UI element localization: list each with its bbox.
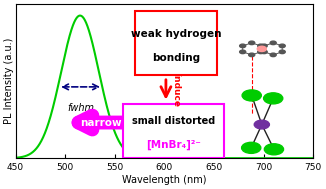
Text: narrow: narrow (81, 118, 122, 128)
Text: bonding: bonding (152, 53, 200, 63)
Circle shape (242, 90, 261, 101)
FancyBboxPatch shape (135, 11, 217, 75)
Text: induce: induce (171, 73, 180, 107)
Circle shape (270, 41, 276, 45)
Circle shape (264, 93, 283, 104)
Circle shape (258, 44, 264, 48)
Circle shape (261, 50, 267, 54)
Circle shape (240, 50, 246, 54)
Circle shape (261, 44, 267, 48)
Text: [MnBr₄]²⁻: [MnBr₄]²⁻ (146, 139, 201, 150)
X-axis label: Wavelength (nm): Wavelength (nm) (122, 175, 207, 185)
Circle shape (264, 144, 284, 155)
Text: fwhm: fwhm (67, 103, 94, 113)
Text: weak hydrogen: weak hydrogen (130, 29, 221, 39)
Circle shape (258, 50, 264, 54)
FancyBboxPatch shape (123, 104, 224, 158)
Circle shape (279, 50, 285, 54)
Circle shape (240, 44, 246, 48)
Circle shape (249, 53, 255, 57)
Text: small distorted: small distorted (132, 116, 215, 126)
Y-axis label: PL Intensity (a.u.): PL Intensity (a.u.) (4, 38, 14, 124)
Circle shape (242, 142, 261, 153)
Circle shape (249, 41, 255, 45)
Circle shape (270, 53, 276, 57)
Circle shape (257, 46, 266, 51)
Circle shape (254, 120, 269, 129)
Circle shape (279, 44, 285, 48)
